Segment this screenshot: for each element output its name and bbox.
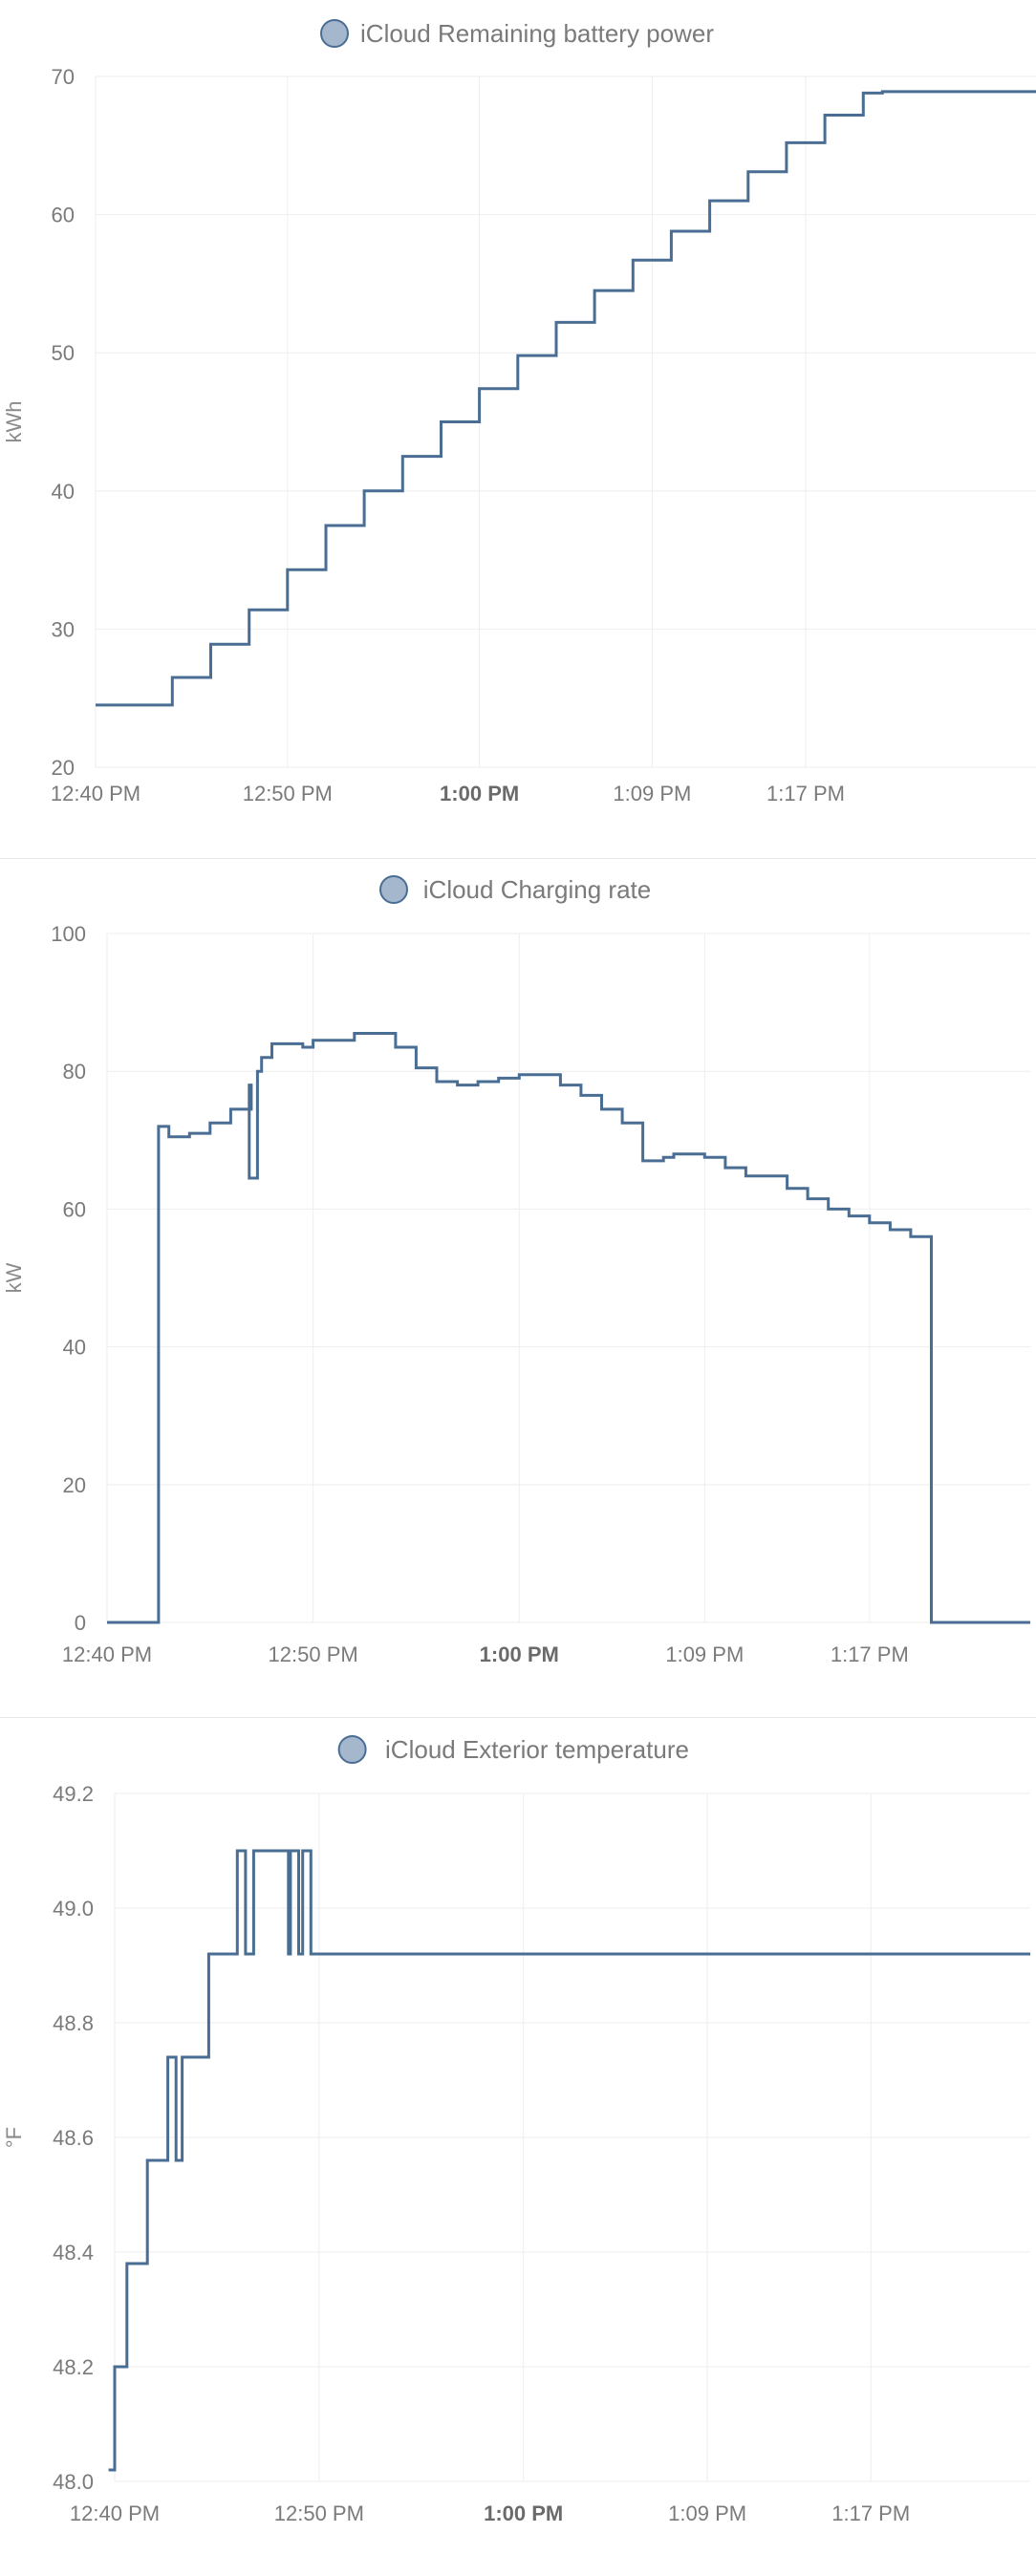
y-tick-label: 60 bbox=[52, 204, 75, 227]
series-line[interactable] bbox=[96, 90, 1036, 707]
y-tick-label: 60 bbox=[63, 1197, 86, 1221]
x-tick-label: 1:09 PM bbox=[613, 782, 691, 805]
y-tick-label: 100 bbox=[51, 922, 86, 946]
x-tick-label: 1:00 PM bbox=[440, 782, 519, 805]
y-tick-label: 20 bbox=[63, 1473, 86, 1497]
legend[interactable]: iCloud Remaining battery power bbox=[320, 19, 714, 48]
x-tick-label: 12:40 PM bbox=[70, 2501, 160, 2525]
legend-dot-icon bbox=[337, 1735, 367, 1764]
series-line[interactable] bbox=[107, 1032, 1030, 1624]
y-tick-label: 50 bbox=[52, 341, 75, 365]
y-tick-label: 49.0 bbox=[53, 1897, 94, 1921]
y-tick-label: 30 bbox=[52, 617, 75, 641]
x-tick-label: 1:17 PM bbox=[831, 2501, 910, 2525]
legend[interactable]: iCloud Exterior temperature bbox=[337, 1735, 689, 1764]
y-tick-label: 48.6 bbox=[53, 2126, 94, 2150]
y-tick-label: 70 bbox=[52, 65, 75, 89]
legend-label: iCloud Remaining battery power bbox=[360, 19, 714, 48]
battery-chart-card: iCloud Remaining battery power 20 30 40 50 60… bbox=[0, 0, 1036, 858]
grid bbox=[106, 933, 1030, 1623]
charging-rate-chart-card: iCloud Charging rate 0 20 40 60 80 100 12:40 PM… bbox=[0, 859, 1036, 1717]
y-tick-label: 20 bbox=[52, 756, 75, 780]
x-tick-label: 1:09 PM bbox=[665, 1642, 744, 1666]
chart-svg: iCloud Remaining battery power 20 30 40 50 60… bbox=[2, 19, 1036, 805]
x-tick-label: 12:40 PM bbox=[62, 1642, 152, 1666]
y-tick-label: 48.2 bbox=[53, 2355, 94, 2379]
y-tick-label: 48.0 bbox=[53, 2470, 94, 2494]
y-axis-title: kW bbox=[2, 1262, 26, 1293]
legend-label: iCloud Exterior temperature bbox=[385, 1735, 689, 1764]
x-tick-label: 1:17 PM bbox=[831, 1642, 909, 1666]
y-axis-title: kWh bbox=[2, 401, 26, 443]
x-tick-label: 12:40 PM bbox=[51, 782, 140, 805]
y-tick-label: 0 bbox=[75, 1611, 86, 1635]
legend[interactable]: iCloud Charging rate bbox=[379, 875, 651, 904]
legend-dot-icon bbox=[320, 19, 349, 48]
x-tick-label: 12:50 PM bbox=[274, 2501, 364, 2525]
y-tick-label: 48.4 bbox=[53, 2241, 94, 2265]
x-tick-label: 12:50 PM bbox=[269, 1642, 358, 1666]
y-tick-label: 49.2 bbox=[53, 1782, 94, 1806]
y-axis-title: °F bbox=[2, 2127, 26, 2148]
legend-label: iCloud Charging rate bbox=[423, 875, 651, 904]
y-tick-label: 40 bbox=[63, 1336, 86, 1360]
chart-svg: iCloud Charging rate 0 20 40 60 80 100 12:40 PM… bbox=[2, 875, 1030, 1666]
x-tick-label: 1:09 PM bbox=[668, 2501, 746, 2525]
grid bbox=[114, 1792, 1030, 2482]
series-line[interactable] bbox=[108, 1849, 1030, 2472]
y-tick-label: 40 bbox=[52, 480, 75, 504]
x-tick-label: 1:00 PM bbox=[480, 1642, 559, 1666]
legend-dot-icon bbox=[379, 875, 408, 904]
divider bbox=[0, 1717, 1036, 1718]
exterior-temperature-chart-card: iCloud Exterior temperature 48.0 48.2 48.4 4… bbox=[0, 1718, 1036, 2576]
x-tick-label: 1:17 PM bbox=[766, 782, 845, 805]
x-tick-label: 1:00 PM bbox=[484, 2501, 563, 2525]
y-tick-label: 80 bbox=[63, 1060, 86, 1084]
divider bbox=[0, 858, 1036, 859]
chart-svg: iCloud Exterior temperature 48.0 48.2 48.4 4… bbox=[2, 1735, 1030, 2525]
y-tick-label: 48.8 bbox=[53, 2011, 94, 2035]
grid bbox=[95, 75, 1036, 768]
x-tick-label: 12:50 PM bbox=[243, 782, 333, 805]
